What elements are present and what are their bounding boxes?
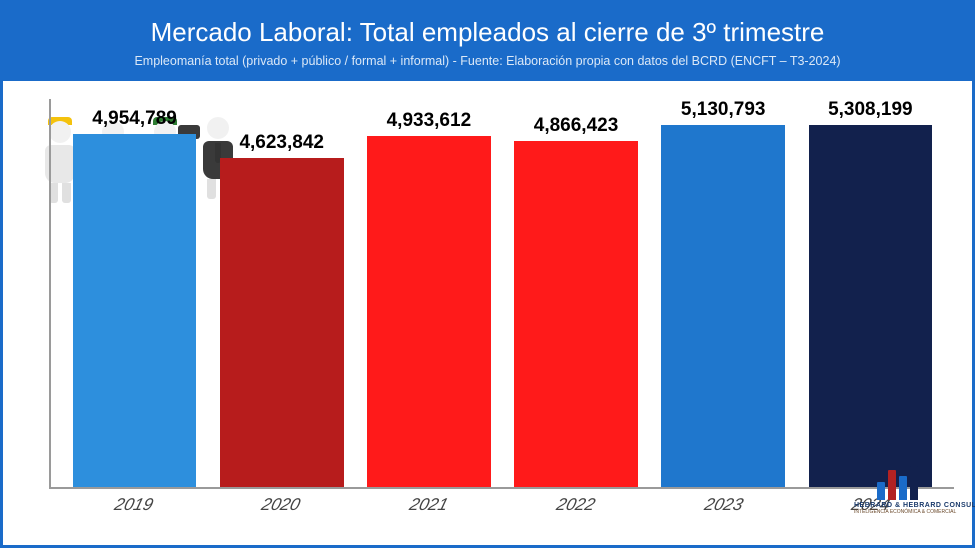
bar-value-label: 4,933,612 [387,110,472,132]
bar-value-label: 4,866,423 [534,115,619,137]
chart-area: 4,954,789 4,623,842 4,933,612 4,866,423 5,13… [21,99,954,527]
bar [73,134,197,487]
bar [661,125,785,487]
bar [220,158,344,487]
bars-container: 4,954,789 4,623,842 4,933,612 4,866,423 5,13… [51,99,954,487]
bar-column: 4,623,842 [220,99,344,487]
chart-frame: Mercado Laboral: Total empleados al cier… [0,0,975,548]
bar [514,141,638,487]
chart-header: Mercado Laboral: Total empleados al cier… [3,3,972,81]
x-axis-label: 2022 [508,489,642,527]
bar-column: 4,933,612 [367,99,491,487]
bar-value-label: 5,308,199 [828,99,913,121]
bar [367,136,491,487]
x-axis-label: 2020 [213,489,347,527]
chart-title: Mercado Laboral: Total empleados al cier… [151,17,825,48]
bar-column: 5,308,199 [809,99,933,487]
bar-value-label: 4,954,789 [92,108,177,130]
bar-value-label: 4,623,842 [239,132,324,154]
x-axis-label: 2019 [66,489,200,527]
plot-region: 4,954,789 4,623,842 4,933,612 4,866,423 5,13… [49,99,954,489]
x-axis-label: 2021 [361,489,495,527]
bar-column: 4,866,423 [514,99,638,487]
x-axis-label: 2023 [656,489,790,527]
chart-subtitle: Empleomanía total (privado + público / f… [134,54,840,68]
bar [809,125,933,487]
bar-column: 5,130,793 [661,99,785,487]
x-axis: 2019 2020 2021 2022 2023 2024 [49,489,954,527]
x-axis-label: 2024 [803,489,937,527]
bar-value-label: 5,130,793 [681,99,766,121]
bar-column: 4,954,789 [73,99,197,487]
